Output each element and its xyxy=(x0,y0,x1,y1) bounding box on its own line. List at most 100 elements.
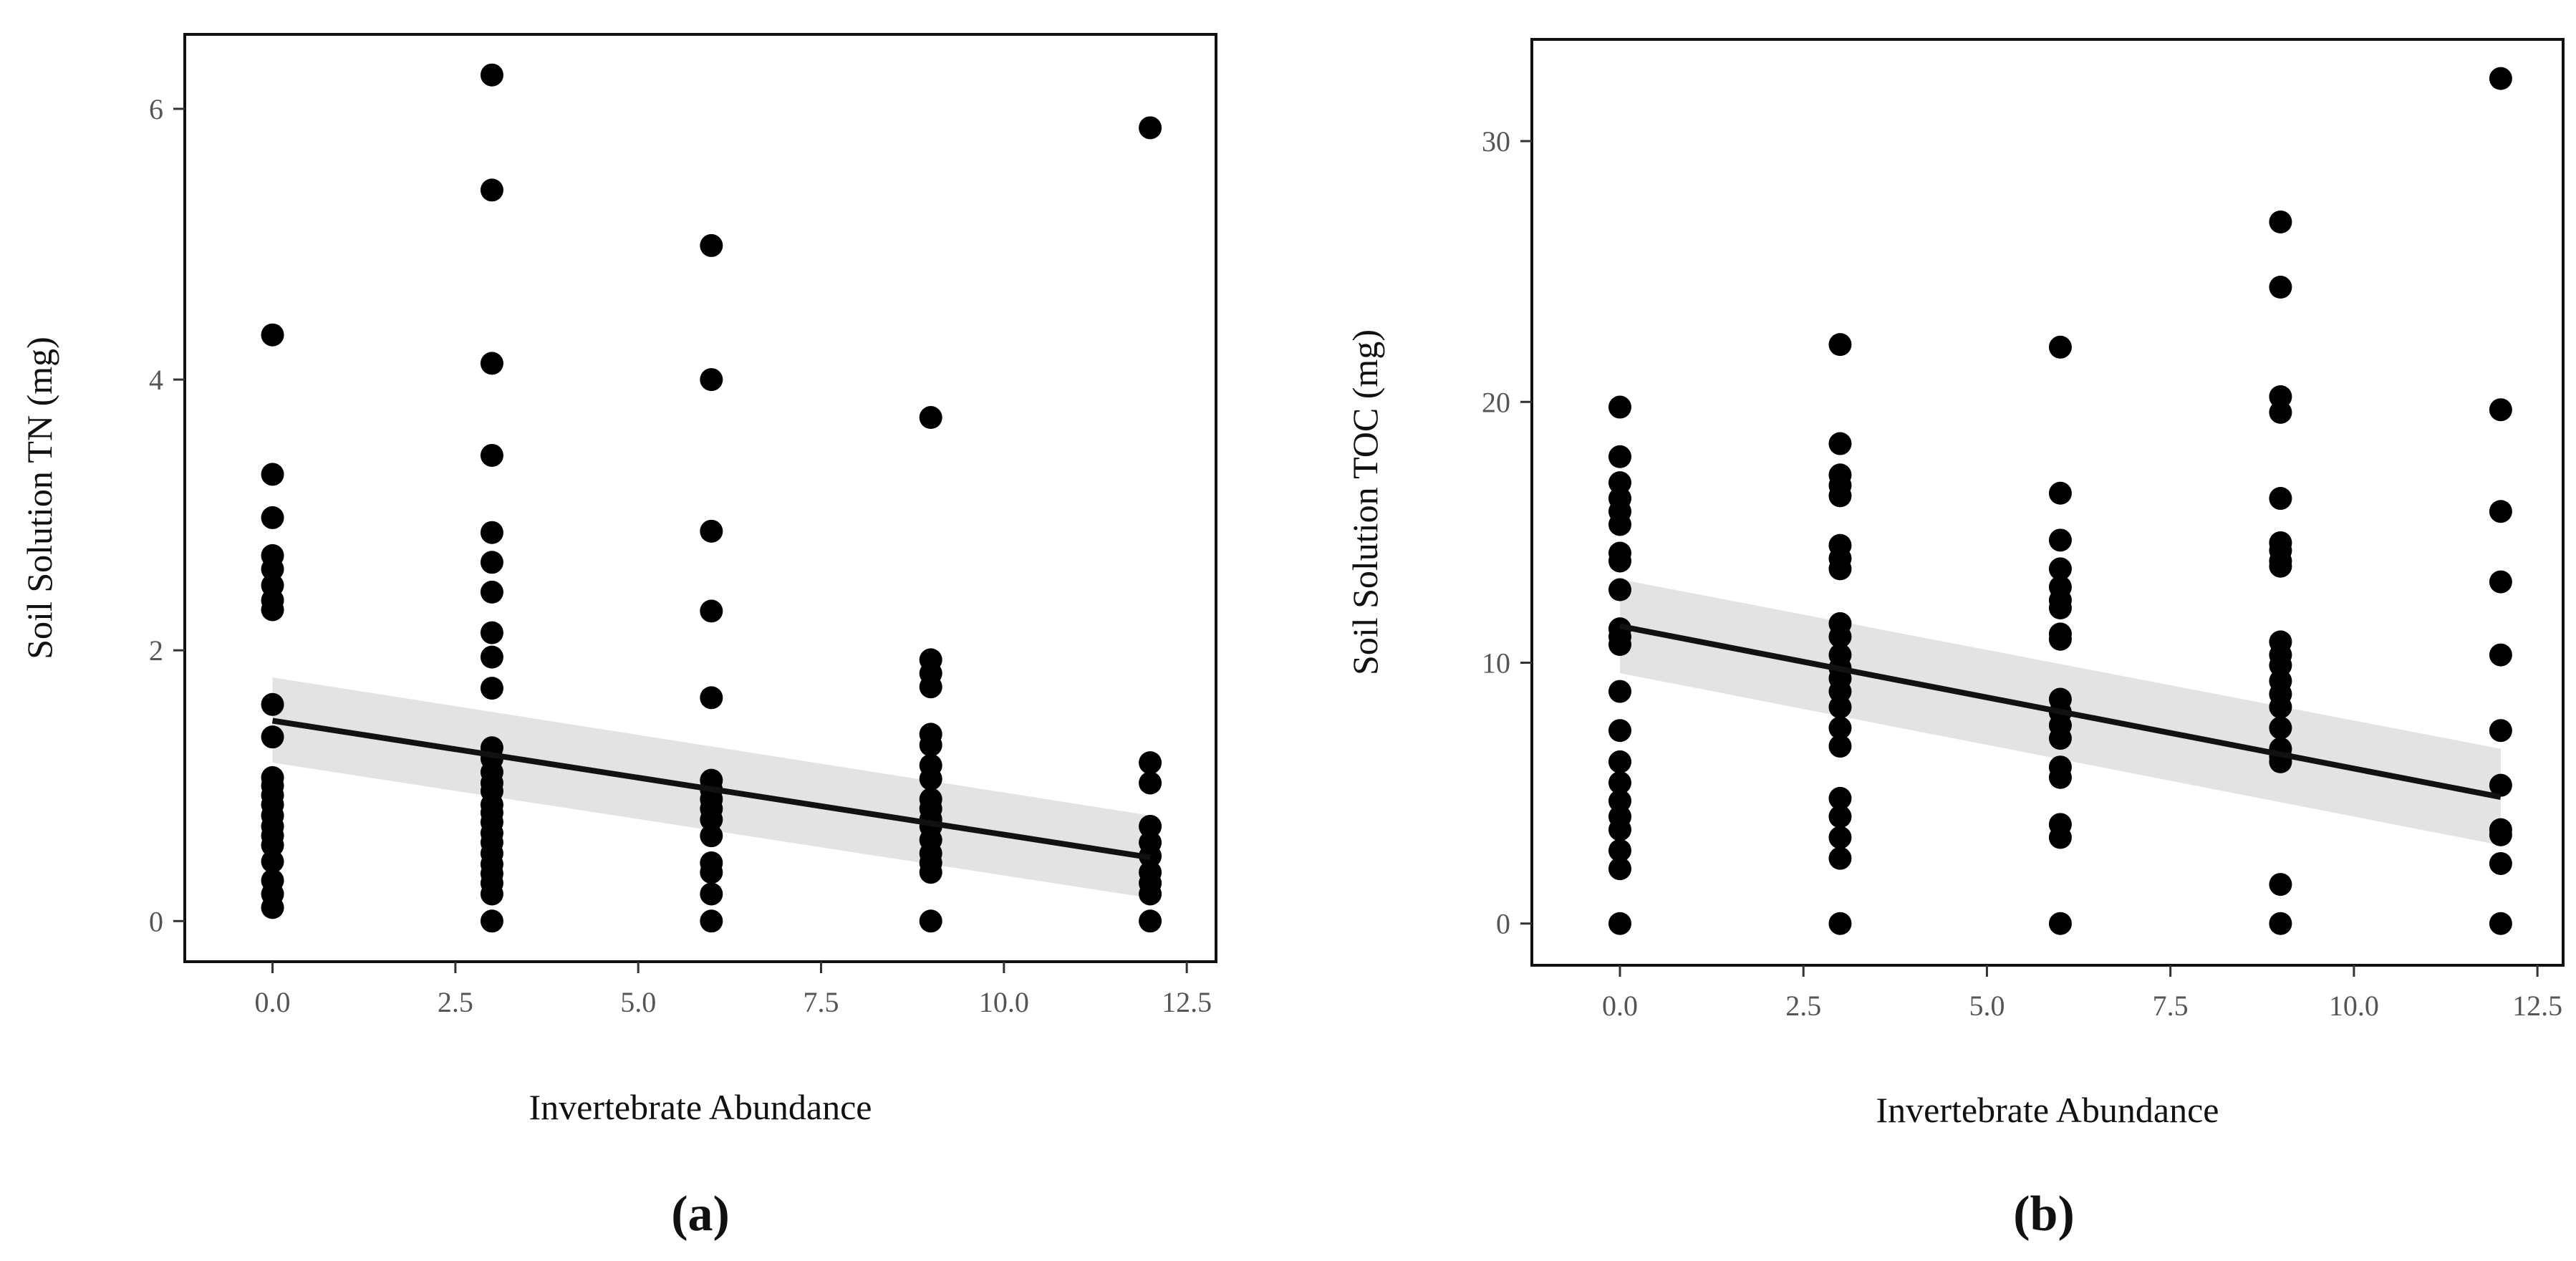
data-point xyxy=(1608,750,1631,773)
y-axis-title: Soil Solution TN (mg) xyxy=(19,337,59,660)
data-point xyxy=(1608,857,1631,881)
data-point xyxy=(2048,481,2072,505)
data-point xyxy=(480,882,503,906)
data-point xyxy=(1608,633,1631,657)
data-point xyxy=(480,621,503,644)
data-point xyxy=(1828,557,1852,581)
regression-line-layer xyxy=(1619,623,2502,801)
data-point xyxy=(1828,333,1852,357)
data-point xyxy=(2489,643,2512,667)
data-point xyxy=(480,63,503,87)
data-point xyxy=(261,850,284,874)
chart-panel-a: 0.0 2.5 5.0 7.5 10.0 12.5 0 2 4 6 Invertebrate A… xyxy=(19,33,1217,1242)
data-point xyxy=(700,599,723,623)
data-point xyxy=(2489,823,2512,846)
data-point xyxy=(480,178,503,202)
data-point xyxy=(1139,814,1162,838)
data-point xyxy=(480,352,503,375)
data-point xyxy=(480,551,503,574)
data-point xyxy=(2269,695,2292,719)
data-point xyxy=(2489,719,2512,743)
x-axis-ticks: 0.0 2.5 5.0 7.5 10.0 12.5 xyxy=(255,962,1212,1018)
x-tick-label: 2.5 xyxy=(438,986,473,1018)
panel-label-b: (b) xyxy=(2013,1187,2075,1242)
data-point xyxy=(480,645,503,669)
data-point xyxy=(1608,680,1631,703)
x-axis-title: Invertebrate Abundance xyxy=(1876,1090,2219,1130)
data-point xyxy=(2048,765,2072,789)
data-point xyxy=(261,557,284,581)
y-axis-ticks: 0 10 20 30 xyxy=(1482,125,1532,940)
data-point xyxy=(1828,695,1852,719)
data-point xyxy=(480,580,503,604)
data-point xyxy=(1828,484,1852,508)
data-point xyxy=(2489,398,2512,422)
data-point xyxy=(919,767,942,791)
data-point xyxy=(2048,557,2072,581)
data-point xyxy=(2489,500,2512,523)
data-point xyxy=(480,443,503,467)
regression-line-layer xyxy=(271,718,1151,861)
data-point xyxy=(1608,578,1631,601)
data-point xyxy=(1608,445,1631,468)
y-tick-label: 6 xyxy=(149,93,163,125)
y-tick-label: 4 xyxy=(149,364,163,396)
x-tick-label: 12.5 xyxy=(2512,990,2562,1022)
y-tick-label: 2 xyxy=(149,634,163,667)
x-tick-label: 0.0 xyxy=(1602,990,1638,1022)
data-point xyxy=(1828,735,1852,758)
plot-frame xyxy=(183,33,1217,963)
data-point xyxy=(480,677,503,700)
regression-line xyxy=(271,718,1151,861)
data-point xyxy=(2048,596,2072,620)
x-tick-label: 10.0 xyxy=(2329,990,2379,1022)
y-tick-label: 20 xyxy=(1482,386,1510,418)
data-point xyxy=(261,834,284,857)
x-axis-ticks: 0.0 2.5 5.0 7.5 10.0 12.5 xyxy=(1602,965,2562,1022)
data-point xyxy=(480,909,503,933)
data-point xyxy=(700,808,723,831)
data-point xyxy=(1828,846,1852,870)
x-tick-label: 2.5 xyxy=(1785,990,1821,1022)
data-point xyxy=(2048,912,2072,935)
data-point xyxy=(1828,432,1852,455)
x-tick-label: 7.5 xyxy=(804,986,839,1018)
x-axis-title: Invertebrate Abundance xyxy=(529,1087,872,1127)
data-point xyxy=(700,233,723,257)
data-point xyxy=(1608,771,1631,795)
data-point xyxy=(1828,786,1852,810)
data-points-layer xyxy=(1608,67,2512,935)
data-point xyxy=(700,861,723,884)
data-points-layer xyxy=(261,63,1162,933)
data-point xyxy=(919,675,942,699)
data-point xyxy=(700,368,723,392)
data-point xyxy=(1608,818,1631,841)
data-point xyxy=(2269,210,2292,233)
chart-panel-b: 0.0 2.5 5.0 7.5 10.0 12.5 0 10 20 30 Invertebrat… xyxy=(1345,38,2565,1242)
data-point xyxy=(1828,625,1852,649)
data-point xyxy=(2048,627,2072,651)
data-point xyxy=(919,406,942,430)
data-point xyxy=(2269,400,2292,424)
data-point xyxy=(1139,116,1162,140)
y-tick-label: 30 xyxy=(1482,125,1510,158)
data-point xyxy=(2489,67,2512,90)
y-tick-label: 0 xyxy=(1496,908,1510,940)
data-point xyxy=(2269,716,2292,740)
data-point xyxy=(1828,826,1852,849)
data-point xyxy=(2269,912,2292,935)
data-point xyxy=(1608,839,1631,862)
data-point xyxy=(1139,882,1162,906)
data-point xyxy=(1828,805,1852,828)
data-point xyxy=(2489,570,2512,594)
x-tick-label: 12.5 xyxy=(1162,986,1212,1018)
data-point xyxy=(2269,554,2292,578)
data-point xyxy=(2269,873,2292,897)
data-point xyxy=(919,861,942,884)
data-point xyxy=(1608,719,1631,743)
data-point xyxy=(2489,912,2512,935)
data-point xyxy=(1828,912,1852,935)
data-point xyxy=(2048,335,2072,359)
data-point xyxy=(700,824,723,848)
data-point xyxy=(2048,727,2072,750)
